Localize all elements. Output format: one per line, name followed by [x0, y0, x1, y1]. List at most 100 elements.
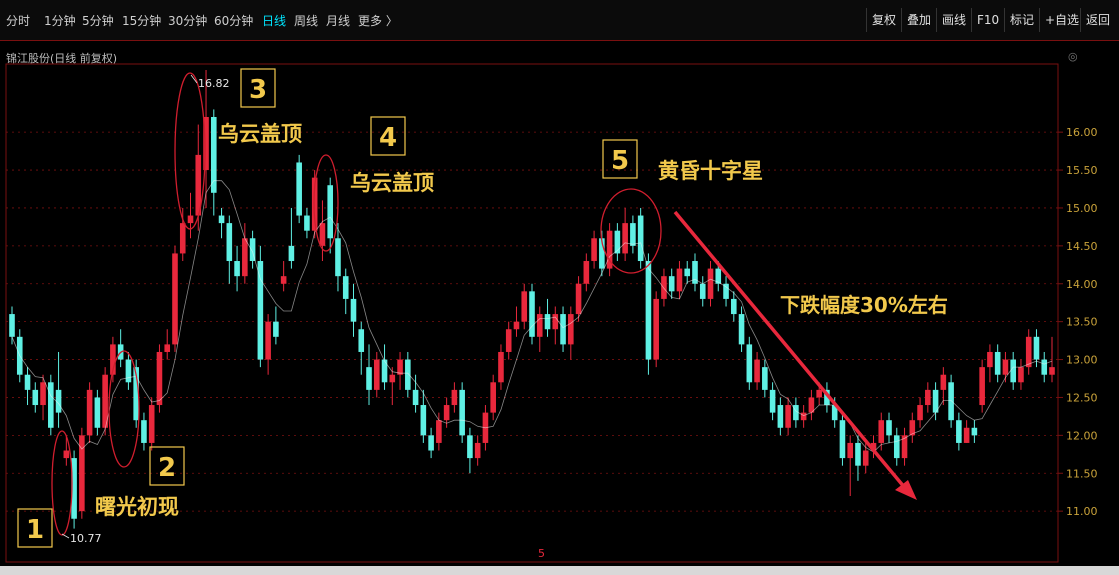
candle — [614, 223, 621, 262]
annotation-box — [370, 116, 406, 156]
candle-body — [1018, 367, 1024, 383]
highlight-ellipse — [108, 350, 140, 468]
candle-body — [699, 283, 706, 299]
candle-body — [847, 442, 854, 459]
f10-button[interactable]: F10 — [971, 8, 1004, 32]
candle — [257, 245, 264, 368]
candle-body — [661, 276, 667, 299]
candle — [327, 177, 334, 254]
candle — [575, 276, 582, 322]
mark-button[interactable]: 标记 — [1004, 8, 1039, 32]
tab-60min[interactable]: 60分钟 — [214, 14, 254, 28]
back-button[interactable]: 返回 — [1080, 8, 1115, 32]
candles-group — [9, 70, 1055, 529]
candle — [886, 412, 892, 443]
add-watchlist-button[interactable]: +自选 — [1039, 8, 1084, 32]
candle-body — [575, 283, 582, 315]
chart-grid: 16.00 15.50 15.00 14.50 14.00 13.50 13.00 12.50… — [5, 63, 1098, 563]
tab-intraday[interactable]: 分时 — [6, 14, 31, 28]
candle — [785, 397, 791, 436]
highlight-ellipse — [600, 188, 662, 274]
candle — [350, 283, 357, 337]
candle-body — [676, 268, 683, 292]
candle — [762, 359, 768, 398]
candle-body — [622, 223, 628, 254]
candle — [265, 314, 271, 375]
candle — [71, 450, 77, 529]
candle-body — [1010, 359, 1016, 383]
candle — [242, 223, 248, 284]
candle-body — [723, 283, 729, 299]
candle — [606, 223, 613, 277]
candle — [381, 344, 388, 390]
tab-weekly[interactable]: 周线 — [294, 14, 319, 28]
candle — [490, 374, 496, 421]
candle-body — [273, 321, 279, 337]
candle — [536, 306, 543, 352]
candle — [459, 382, 465, 443]
stock-title: 锦江股份(日线 前复权) — [6, 52, 118, 65]
candle — [909, 412, 916, 443]
candle-body — [692, 261, 698, 284]
high-price-pointer — [190, 74, 198, 84]
tab-5min[interactable]: 5分钟 — [82, 14, 114, 28]
candle-body — [893, 435, 900, 459]
candle — [203, 70, 209, 208]
candle-body — [979, 367, 985, 406]
candle — [862, 442, 869, 474]
y-tick-label: 14.50 — [1066, 240, 1098, 253]
candle — [521, 283, 528, 330]
candle — [79, 427, 85, 519]
settings-icon[interactable]: ◎ — [1068, 50, 1078, 63]
overlay-button[interactable]: 叠加 — [901, 8, 936, 32]
candle — [474, 435, 481, 466]
candle — [723, 276, 729, 307]
candle — [467, 427, 473, 474]
highlight-ellipse — [51, 430, 73, 536]
annotation-number: 1 — [26, 515, 44, 545]
candle-body — [172, 253, 178, 345]
draw-line-button[interactable]: 画线 — [936, 8, 971, 32]
tab-daily[interactable]: 日线 — [262, 14, 287, 28]
candle — [412, 374, 419, 413]
candle — [226, 215, 233, 284]
candle-body — [762, 367, 768, 390]
ma-line — [11, 180, 1053, 453]
candle-body — [831, 405, 838, 421]
adjust-button[interactable]: 复权 — [866, 8, 901, 32]
candle — [987, 344, 993, 383]
candle-body — [296, 162, 302, 216]
tab-15min[interactable]: 15分钟 — [122, 14, 162, 28]
candle — [358, 321, 365, 375]
tab-1min[interactable]: 1分钟 — [44, 14, 76, 28]
candle-body — [381, 359, 388, 383]
y-tick-label: 11.50 — [1066, 467, 1098, 480]
candle — [529, 283, 535, 345]
bottom-scroll-strip[interactable] — [0, 566, 1119, 575]
candle — [156, 344, 163, 413]
candle-body — [544, 314, 551, 330]
candle-body — [777, 405, 784, 428]
candle — [738, 306, 745, 352]
y-tick-label: 12.00 — [1066, 429, 1098, 442]
candle-body — [304, 215, 310, 231]
y-tick-label: 11.00 — [1066, 505, 1098, 518]
candle — [971, 420, 978, 443]
candle — [645, 253, 652, 375]
candle — [940, 367, 947, 406]
candle-body — [614, 230, 621, 254]
candle — [769, 382, 776, 421]
annotation-marker: 4 — [370, 116, 406, 156]
low-price-pointer — [61, 533, 70, 539]
candle — [560, 306, 566, 352]
tab-monthly[interactable]: 月线 — [326, 14, 351, 28]
tab-30min[interactable]: 30分钟 — [168, 14, 208, 28]
candle — [9, 306, 15, 345]
candle — [692, 253, 698, 292]
candle — [366, 344, 372, 406]
candle-body — [645, 261, 652, 360]
candle — [32, 382, 39, 413]
candle — [1010, 351, 1016, 390]
tab-more[interactable]: 更多 〉 — [358, 14, 398, 28]
candle — [754, 351, 760, 390]
